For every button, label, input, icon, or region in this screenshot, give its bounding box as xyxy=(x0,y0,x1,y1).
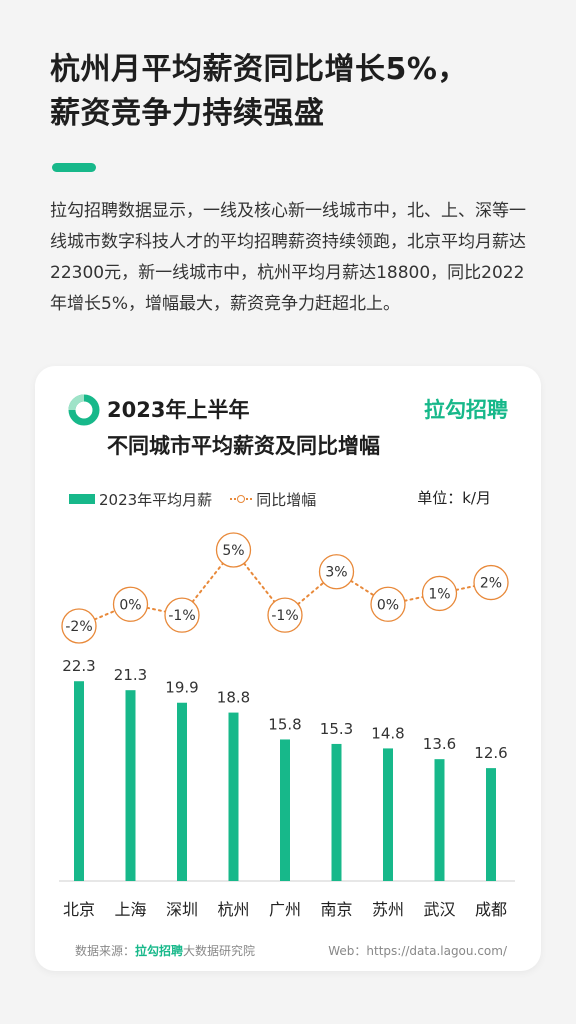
growth-point-label: -1% xyxy=(271,608,298,624)
chart: 22.3 北京 21.3 上海 19.9 深圳 18.8 杭州 15.8 广州 15.3 南京 14.8… xyxy=(59,532,515,919)
growth-point-label: 0% xyxy=(377,597,399,613)
headline-line2: 薪资竞争力持续强盛 xyxy=(50,96,325,131)
bar-武汉 xyxy=(434,759,445,881)
x-tick-label: 上海 xyxy=(114,900,146,919)
growth-point-circle xyxy=(215,532,252,568)
brand-label: 拉勾招聘 xyxy=(424,398,508,422)
bar-深圳 xyxy=(177,702,187,881)
growth-point-label: 2% xyxy=(480,576,502,592)
footer-web: Web：https://data.lagou.com/ xyxy=(328,944,507,958)
bar-value-label: 15.3 xyxy=(320,720,353,738)
x-tick-label: 深圳 xyxy=(166,900,198,919)
body-text: 拉勾招聘数据显示，一线及核心新一线城市中，北、上、深等一线城市数字科技人才的平均… xyxy=(50,201,526,314)
bar-成都 xyxy=(486,768,496,881)
accent-bar xyxy=(52,163,96,172)
x-tick-label: 广州 xyxy=(269,900,301,919)
legend-line-swatch xyxy=(230,495,253,503)
growth-point-label: 1% xyxy=(428,586,450,602)
bar-value-label: 18.8 xyxy=(217,689,250,707)
bar-南京 xyxy=(331,743,342,881)
growth-point-circle xyxy=(267,597,303,633)
growth-point-label: 3% xyxy=(325,565,347,581)
growth-point-circle xyxy=(318,554,355,590)
bar-value-label: 13.6 xyxy=(423,735,456,753)
legend-bar-swatch xyxy=(69,494,95,504)
footer-source-suffix: 大数据研究院 xyxy=(183,944,256,958)
bar-value-label: 22.3 xyxy=(62,657,95,675)
growth-point-label: -2% xyxy=(65,619,92,635)
bar-北京 xyxy=(74,681,84,881)
x-tick-label: 成都 xyxy=(475,900,507,919)
chart-card: 2023年上半年 不同城市平均薪资及同比增幅 拉勾招聘 2023年平均月薪 同比… xyxy=(35,366,541,971)
footer-source-brand: 拉勾招聘 xyxy=(135,944,184,958)
bar-value-label: 12.6 xyxy=(474,744,507,762)
chart-legend: 2023年平均月薪 同比增幅 xyxy=(69,488,316,510)
growth-line-segment xyxy=(403,595,424,602)
growth-point-circle xyxy=(61,608,97,644)
bar-广州 xyxy=(280,739,290,881)
headline: 杭州月平均薪资同比增长5%， 薪资竞争力持续强盛 xyxy=(50,48,540,136)
chart-title-line1: 2023年上半年 xyxy=(107,398,250,422)
unit-label: 单位：k/月 xyxy=(417,489,491,507)
growth-point-circle xyxy=(164,597,200,633)
bar-value-label: 15.8 xyxy=(268,715,301,733)
bar-苏州 xyxy=(383,748,393,881)
chart-title-line2: 不同城市平均薪资及同比增幅 xyxy=(107,434,380,458)
growth-line-segment xyxy=(191,562,224,603)
growth-line-segment xyxy=(243,562,276,603)
growth-point-label: 0% xyxy=(119,597,141,613)
x-tick-label: 杭州 xyxy=(217,900,249,919)
growth-line-segment xyxy=(349,579,375,597)
bar-上海 xyxy=(125,690,136,881)
bar-value-label: 14.8 xyxy=(371,724,404,742)
x-tick-label: 苏州 xyxy=(372,900,404,919)
footer-source: 数据来源：拉勾招聘大数据研究院 xyxy=(75,942,255,959)
growth-line-segment xyxy=(146,606,167,613)
growth-line-segment xyxy=(455,585,476,591)
x-tick-label: 南京 xyxy=(320,900,352,919)
bar-value-label: 19.9 xyxy=(165,679,198,697)
legend-bar-label: 2023年平均月薪 xyxy=(99,490,213,509)
x-tick-label: 北京 xyxy=(63,900,95,919)
x-tick-label: 武汉 xyxy=(423,900,455,919)
headline-line1: 杭州月平均薪资同比增长5%， xyxy=(50,52,468,87)
growth-point-label: 5% xyxy=(222,543,244,559)
bar-杭州 xyxy=(228,712,239,881)
growth-point-circle xyxy=(370,586,406,622)
growth-point-label: -1% xyxy=(168,608,195,624)
lagou-ring-logo-icon xyxy=(68,394,100,426)
legend-line-label: 同比增幅 xyxy=(256,490,317,509)
growth-point-circle xyxy=(421,575,458,612)
growth-line-segment xyxy=(93,609,116,621)
growth-point-circle xyxy=(112,586,149,622)
bar-value-label: 21.3 xyxy=(114,666,147,684)
footer-source-label: 数据来源： xyxy=(75,944,136,958)
growth-point-circle xyxy=(473,564,509,601)
growth-line-segment xyxy=(296,581,325,606)
